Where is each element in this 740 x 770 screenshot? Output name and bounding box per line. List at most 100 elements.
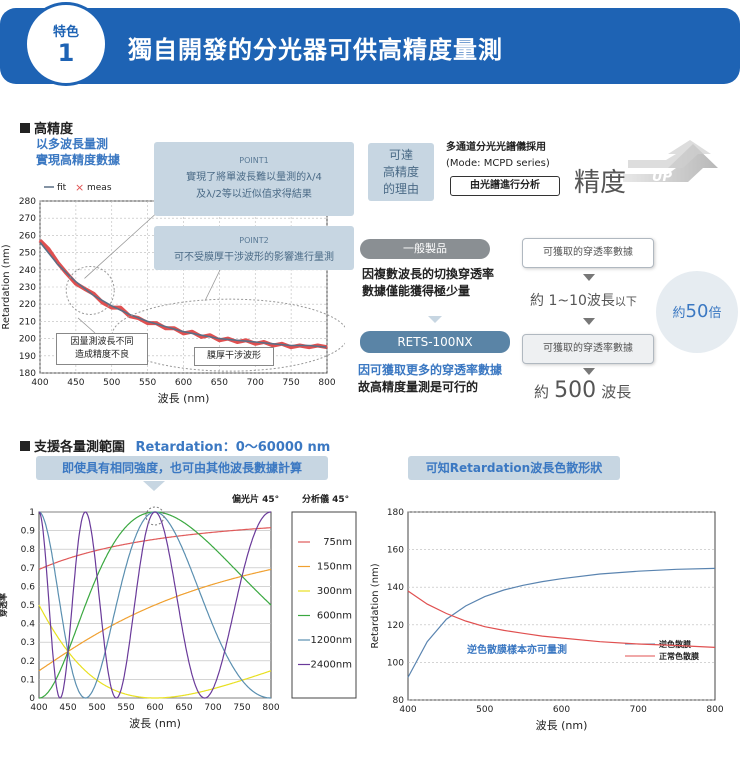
- meas-point: [146, 322, 149, 324]
- legend-label: 150nm: [317, 562, 352, 573]
- y-tick-label: 0.7: [21, 564, 35, 574]
- pointer-down-icon: [143, 481, 165, 491]
- spectrum-analysis-tag: 由光譜進行分析: [450, 176, 560, 196]
- legend-label: 75nm: [323, 537, 352, 548]
- x-tick-label: 800: [262, 703, 279, 713]
- x-tick-label: 600: [146, 703, 163, 713]
- y-tick-label: 230: [19, 283, 36, 293]
- y-tick-label: 180: [19, 369, 36, 379]
- point1-callout: POINT1 實現了將單波長難以量測的λ/4 及λ/2等以近似值求得結果: [154, 142, 354, 216]
- polarizer-label: 偏光片 45°: [232, 495, 280, 505]
- y-tick-label: 240: [19, 266, 36, 276]
- meas-point: [236, 341, 239, 343]
- x-tick-label: 650: [211, 378, 228, 388]
- y-tick-label: 250: [19, 249, 36, 259]
- transmittance-chart: 0 0.1 0.2 0.3 0.4 0.5 0.6 0.7 0.8 0.9 1 400 450 500 55…: [0, 506, 357, 730]
- legend-box: [291, 511, 357, 699]
- precision-up-arrow-icon: [623, 140, 718, 182]
- x-axis-label: 波長 (nm): [129, 717, 181, 730]
- x-tick-label: 800: [706, 705, 723, 715]
- dispersion-chart: 80 100 120 140 160 180 400 500 600 700 800 波長 (nm) R…: [370, 508, 724, 732]
- square-bullet-icon: [20, 441, 30, 451]
- general-desc: 因複數波長的切換穿透率 數據僅能獲得極少量: [362, 267, 495, 298]
- x-tick-label: 550: [117, 703, 134, 713]
- x-tick-label: 750: [233, 703, 250, 713]
- legend-label: 1200nm: [310, 635, 352, 646]
- y-tick-label: 0.8: [21, 545, 36, 555]
- connector-line: [84, 209, 161, 279]
- meas-point: [254, 342, 257, 345]
- meas-point: [290, 346, 292, 348]
- y-tick-label: 190: [19, 352, 36, 362]
- connector-line: [204, 269, 221, 301]
- meas-point: [75, 282, 77, 285]
- transmittance-box-rets: 可獲取的穿透率數據: [522, 334, 654, 364]
- x-tick-label: 750: [283, 378, 300, 388]
- rets-product-label: RETS-100NX: [360, 331, 510, 353]
- meas-point: [272, 344, 274, 347]
- header-banner: [0, 8, 740, 84]
- spectrometer-note: 多通道分光光譜儀採用 (Mode: MCPD series): [446, 142, 550, 169]
- meas-point: [39, 239, 41, 242]
- meas-point: [164, 327, 167, 330]
- y-axis-label: Retardation (nm): [1, 244, 12, 329]
- y-tick-label: 270: [19, 214, 36, 224]
- badge-label: 特色: [52, 25, 79, 40]
- meas-point: [93, 293, 95, 295]
- badge-number: 1: [57, 39, 75, 67]
- y-tick-label: 0.9: [21, 527, 36, 537]
- legend-label: 300nm: [317, 586, 352, 597]
- up-text: UP: [652, 170, 673, 185]
- y-tick-label: 220: [19, 300, 36, 310]
- x-tick-label: 700: [247, 378, 264, 388]
- analyzer-label: 分析儀 45°: [302, 495, 350, 505]
- page-title: 獨自開發的分光器可供高精度量測: [128, 36, 503, 64]
- series-line-75nm: [38, 527, 271, 570]
- arrow-down-icon: [583, 368, 595, 375]
- subhead-right: 可知Retardation波長色散形狀: [408, 456, 620, 480]
- general-product-label: 一般製品: [360, 239, 490, 259]
- y-tick-label: 1: [29, 508, 35, 518]
- series-line-2400nm: [38, 511, 271, 699]
- arrow-down-icon: [583, 318, 595, 325]
- y-tick-label: 0: [29, 694, 35, 704]
- wavelength-many: 約 500 波長: [534, 378, 632, 403]
- feature-badge: 特色 1: [24, 2, 108, 86]
- transmittance-box-general: 可獲取的穿透率數據: [522, 238, 654, 268]
- series-line-150nm: [38, 568, 272, 672]
- rets-desc: 因可獲取更多的穿透率數據 故高精度量測是可行的: [358, 363, 503, 394]
- y-tick-label: 0.5: [21, 601, 35, 611]
- chart-annotation: 逆色散膜樣本亦可量測: [467, 643, 567, 656]
- legend-meas-label: meas: [87, 183, 112, 193]
- meas-point: [182, 332, 185, 335]
- meas-point: [200, 336, 203, 338]
- arrow-down-icon: [583, 274, 595, 281]
- plot-area: [407, 511, 716, 701]
- y-axis-label: Retardation (nm): [370, 563, 381, 648]
- y-tick-label: 100: [387, 658, 404, 668]
- times-50-badge: 約50倍: [656, 271, 738, 353]
- section-title-precision: 高精度: [20, 118, 73, 137]
- y-tick-label: 140: [387, 583, 404, 593]
- meas-point: [110, 306, 113, 309]
- y-tick-label: 210: [19, 317, 36, 327]
- subhead-left: 即使具有相同強度，也可由其他波長數據計算: [36, 456, 328, 480]
- y-tick-label: 0.6: [21, 582, 36, 592]
- series-line-300nm: [38, 604, 272, 699]
- x-tick-label: 450: [67, 378, 84, 388]
- y-tick-label: 180: [387, 508, 404, 518]
- highlight-circle: [145, 506, 165, 526]
- y-tick-label: 0.2: [21, 657, 35, 667]
- arrow-down-icon: [428, 316, 442, 323]
- x-tick-label: 800: [318, 378, 335, 388]
- x-tick-label: 700: [204, 703, 221, 713]
- x-tick-label: 700: [630, 705, 647, 715]
- x-tick-label: 500: [88, 703, 105, 713]
- legend-meas-marker: ×: [75, 181, 84, 194]
- highlight-circle: [65, 265, 115, 315]
- y-tick-label: 280: [19, 197, 36, 207]
- y-tick-label: 120: [387, 621, 404, 631]
- y-tick-label: 80: [393, 696, 405, 706]
- wavelength-few: 約 1~10波長以下: [530, 293, 637, 309]
- highlight-ellipse: [111, 298, 345, 372]
